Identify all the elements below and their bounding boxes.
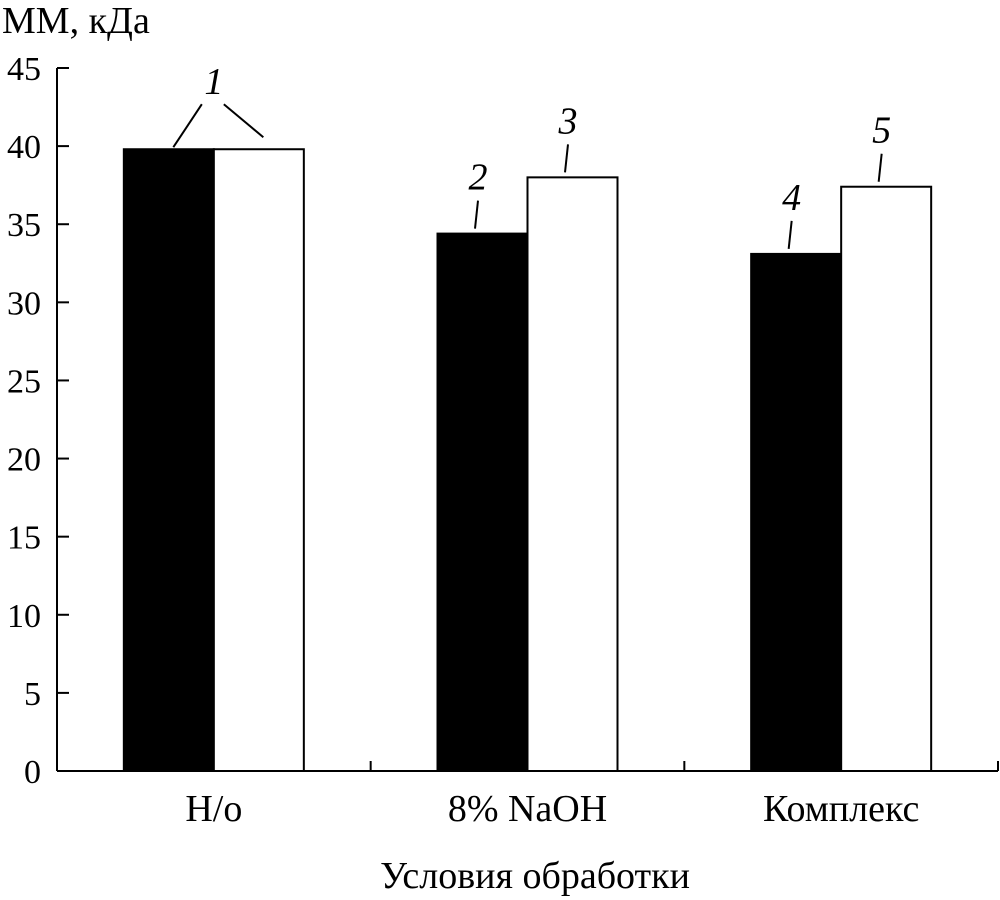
y-tick-label: 15 <box>7 520 41 557</box>
bar-number-label: 2 <box>469 157 488 199</box>
callout-line <box>787 220 793 250</box>
bar <box>750 252 843 773</box>
bar-number-label: 5 <box>872 110 891 152</box>
bars <box>122 148 933 773</box>
y-tick-label: 20 <box>7 442 41 479</box>
bar-number-label: 4 <box>782 177 801 219</box>
x-category-label: 8% NaOH <box>448 788 607 830</box>
bar <box>212 148 305 773</box>
x-axis-title: Условия обработки <box>380 855 690 897</box>
y-tick-label: 0 <box>24 754 41 791</box>
bar <box>526 176 619 773</box>
bar-labels: Н/о 8% NaOH Комплекс 1 2 3 4 5 <box>172 61 919 830</box>
y-axis-title: ММ, кДа <box>2 0 150 42</box>
y-tick-label: 5 <box>24 676 41 713</box>
y-tick-label: 40 <box>7 129 41 166</box>
callout-line <box>474 200 479 229</box>
callout-line <box>172 103 203 148</box>
y-tick-label: 25 <box>7 363 41 400</box>
callout-line <box>223 103 264 139</box>
bar-number-label: 1 <box>204 61 223 103</box>
bar <box>436 232 529 772</box>
bar <box>122 148 215 773</box>
y-tick-label: 45 <box>7 51 41 88</box>
bar-number-label: 3 <box>558 100 578 142</box>
bar <box>840 185 933 772</box>
y-tick-label: 10 <box>7 598 41 635</box>
y-tick-label: 35 <box>7 207 41 244</box>
callout-line <box>564 144 569 173</box>
x-category-label: Комплекс <box>763 788 919 830</box>
y-tick-label: 30 <box>7 285 41 322</box>
callout-line <box>877 153 883 182</box>
x-category-label: Н/о <box>185 788 242 830</box>
